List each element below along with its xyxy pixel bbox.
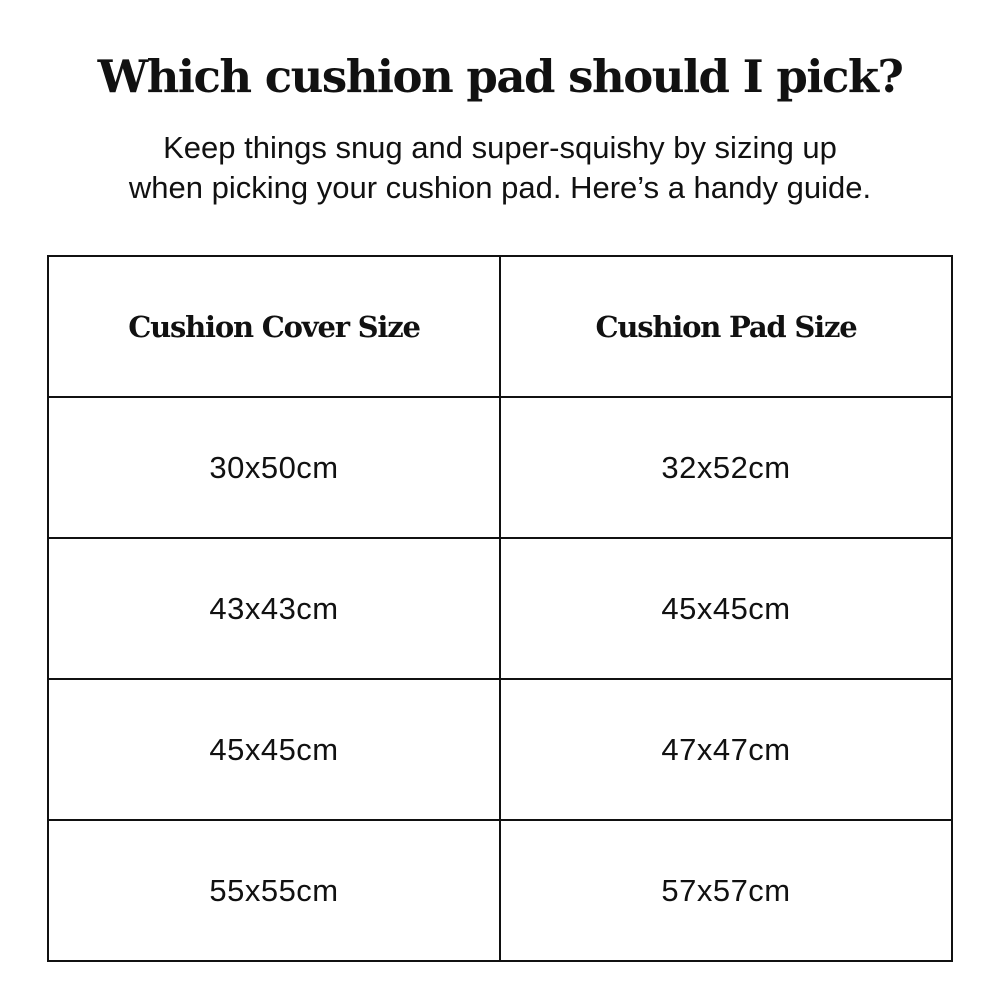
subtitle-line-1: Keep things snug and super-squishy by si…	[163, 130, 837, 165]
subtitle: Keep things snug and super-squishy by si…	[0, 128, 1000, 208]
pad-size-cell: 47x47cm	[499, 678, 953, 821]
page-title: Which cushion pad should I pick?	[97, 50, 904, 103]
table-row: 45x45cm 47x47cm	[47, 678, 953, 821]
pad-size-cell: 57x57cm	[499, 819, 953, 962]
header-pad-size: Cushion Pad Size	[499, 255, 953, 398]
cover-size-cell: 43x43cm	[47, 537, 501, 680]
header-cover-size: Cushion Cover Size	[47, 255, 501, 398]
pad-size-cell: 45x45cm	[499, 537, 953, 680]
table-row: 43x43cm 45x45cm	[47, 537, 953, 680]
table-header-row: Cushion Cover Size Cushion Pad Size	[47, 255, 953, 398]
table-row: 30x50cm 32x52cm	[47, 396, 953, 539]
size-guide-table: Cushion Cover Size Cushion Pad Size 30x5…	[47, 255, 953, 962]
cover-size-cell: 45x45cm	[47, 678, 501, 821]
table-row: 55x55cm 57x57cm	[47, 819, 953, 962]
cover-size-cell: 55x55cm	[47, 819, 501, 962]
cover-size-cell: 30x50cm	[47, 396, 501, 539]
subtitle-line-2: when picking your cushion pad. Here’s a …	[128, 170, 872, 205]
pad-size-cell: 32x52cm	[499, 396, 953, 539]
